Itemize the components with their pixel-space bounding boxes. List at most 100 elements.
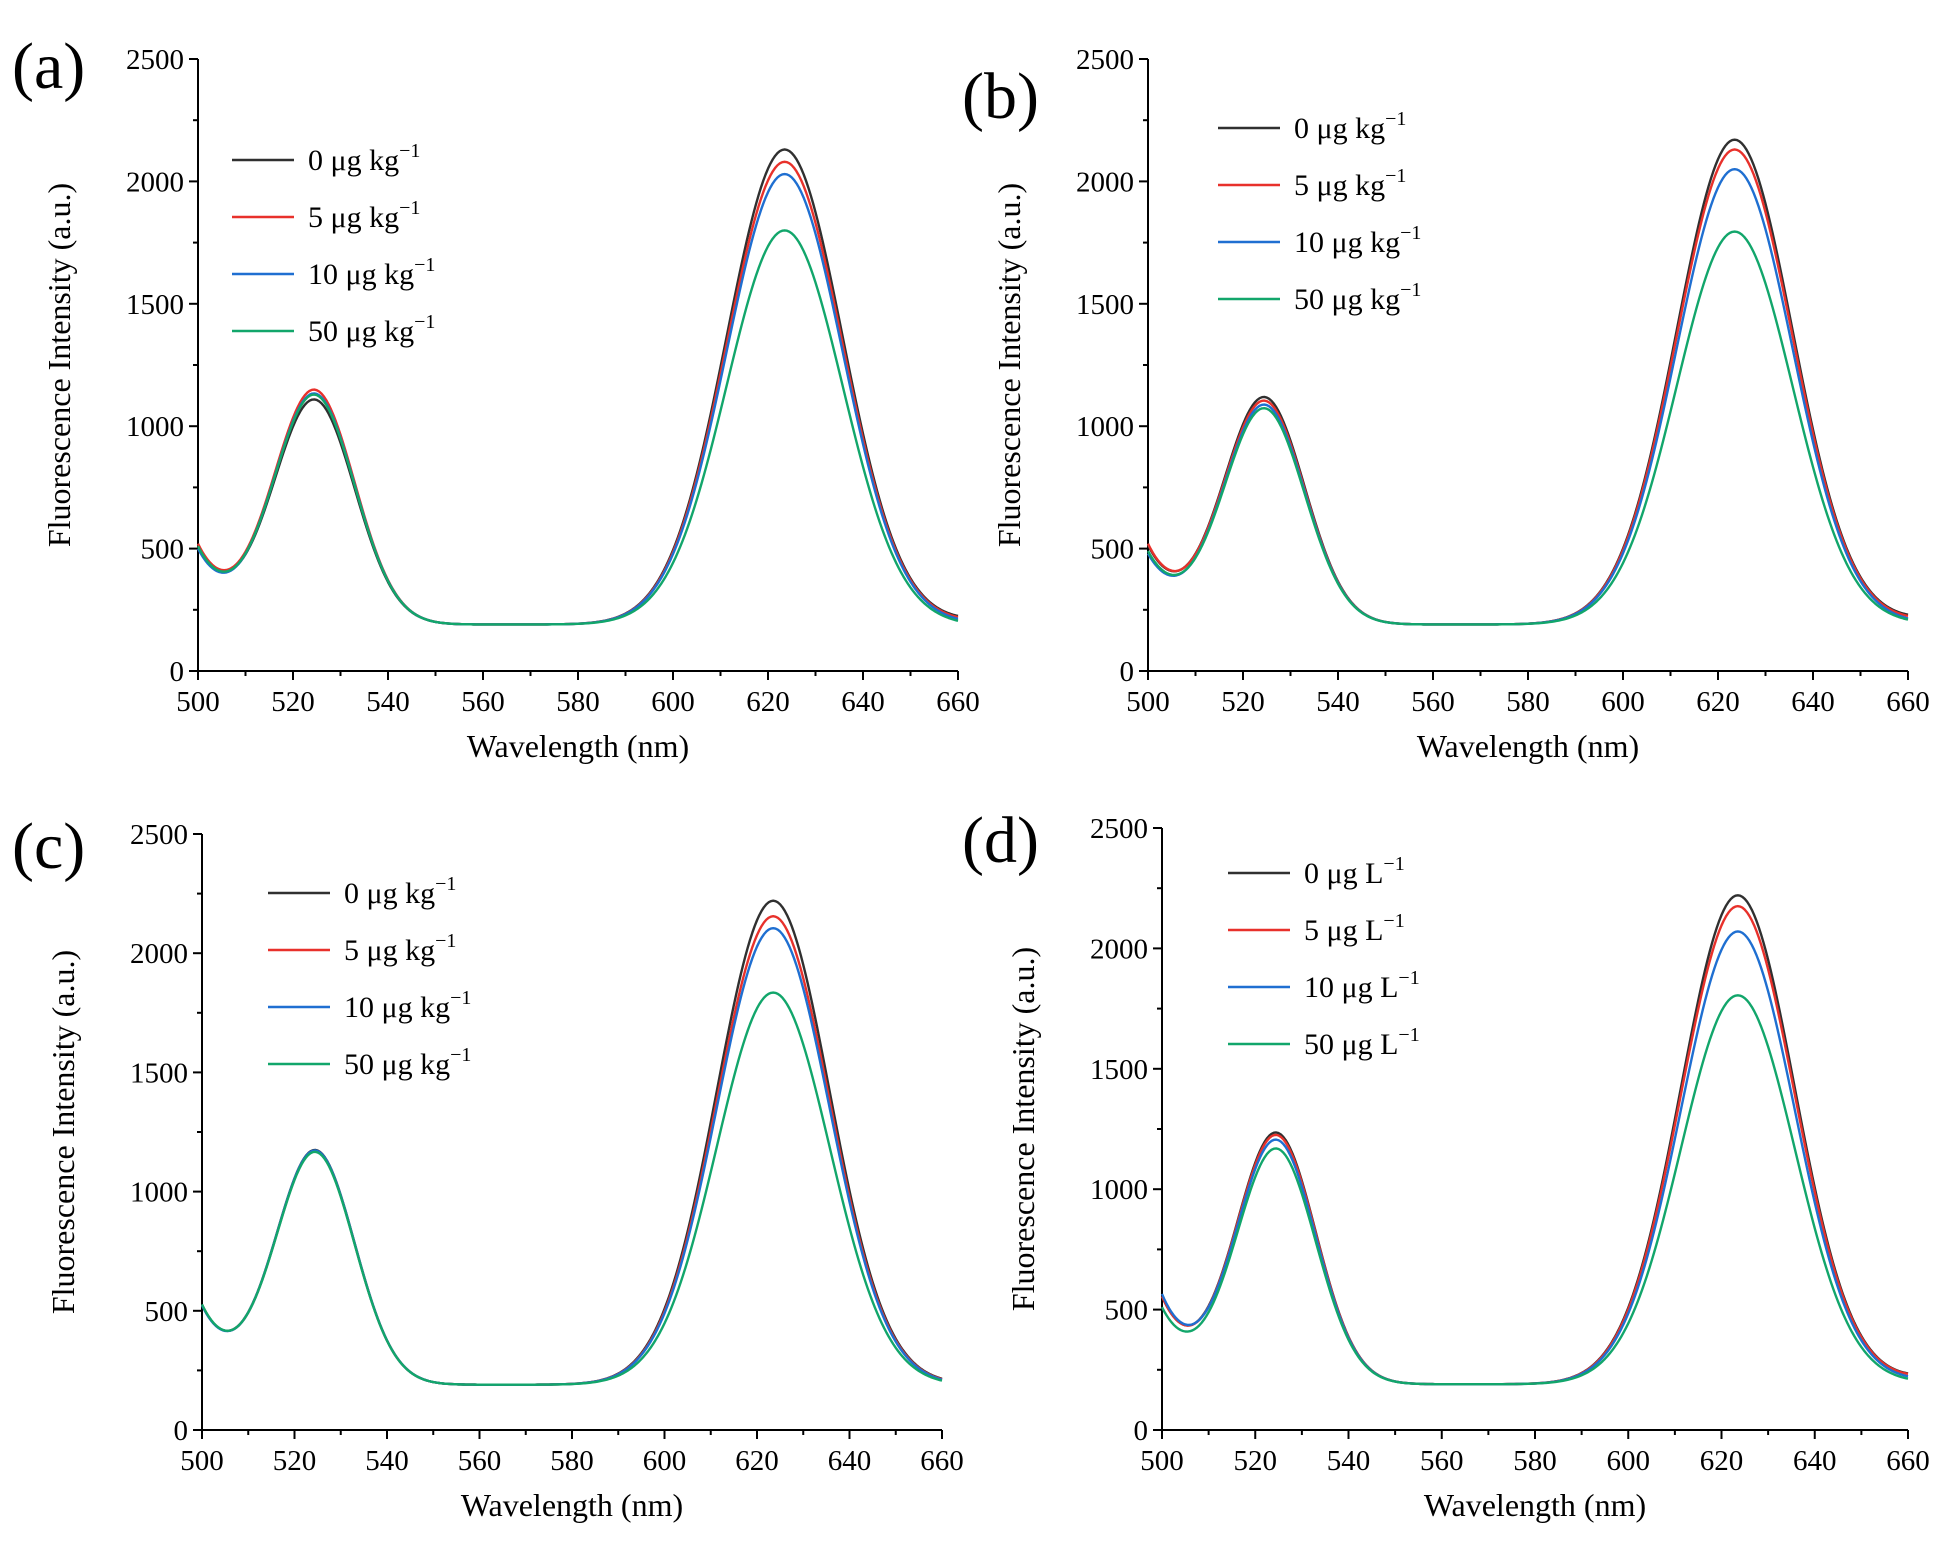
series-line-0	[200, 899, 943, 1386]
x-tick-label: 500	[176, 686, 220, 718]
y-tick-label: 1500	[126, 289, 184, 321]
legend-label: 10 μg kg−1	[308, 254, 435, 291]
panel-label: (a)	[12, 30, 85, 103]
x-tick-label: 520	[273, 1445, 317, 1477]
y-tick-label: 2500	[1090, 813, 1148, 845]
x-tick-label: 640	[841, 686, 885, 718]
x-tick-label: 560	[1411, 686, 1455, 718]
legend-label: 50 μg kg−1	[308, 311, 435, 348]
y-tick-label: 500	[141, 534, 185, 566]
y-tick-label: 1000	[130, 1177, 188, 1209]
y-tick-label: 1000	[126, 411, 184, 443]
x-tick-label: 600	[643, 1445, 687, 1477]
x-tick-label: 660	[936, 686, 980, 718]
x-tick-label: 620	[746, 686, 790, 718]
x-tick-label: 500	[1126, 686, 1170, 718]
y-axis-title: Fluorescence Intensity (a.u.)	[45, 950, 81, 1314]
x-tick-label: 600	[1601, 686, 1645, 718]
legend-label: 50 μg L−1	[1304, 1024, 1420, 1061]
y-tick-label: 1500	[130, 1057, 188, 1089]
legend-label: 0 μg kg−1	[1294, 108, 1406, 145]
x-tick-label: 580	[550, 1445, 594, 1477]
chart-panel-b: 500 520 540 560 580 600 620 640 6600500100015002…	[962, 44, 1930, 764]
x-tick-label: 580	[1513, 1445, 1557, 1477]
x-tick-label: 640	[1793, 1445, 1837, 1477]
x-tick-label: 660	[1886, 686, 1930, 718]
x-tick-label: 520	[1234, 1445, 1278, 1477]
y-tick-label: 0	[1120, 656, 1135, 688]
legend-label: 5 μg kg−1	[308, 197, 420, 234]
series-line-1	[1160, 904, 1909, 1386]
x-tick-label: 500	[1140, 1445, 1184, 1477]
y-tick-label: 2500	[130, 819, 188, 851]
legend-label: 5 μg kg−1	[1294, 165, 1406, 202]
y-tick-label: 1000	[1076, 411, 1134, 443]
legend-label: 50 μg kg−1	[1294, 279, 1421, 316]
y-tick-label: 500	[1105, 1295, 1149, 1327]
chart-panel-c: 500 520 540 560 580 600 620 640 6600500100015002…	[12, 810, 964, 1523]
y-tick-label: 2000	[126, 166, 184, 198]
y-tick-label: 500	[145, 1296, 189, 1328]
y-tick-label: 2000	[1076, 166, 1134, 198]
series-line-3	[1160, 994, 1909, 1386]
x-tick-label: 520	[271, 686, 315, 718]
y-tick-label: 1000	[1090, 1174, 1148, 1206]
x-axis-title: Wavelength (nm)	[1417, 728, 1639, 764]
y-tick-label: 0	[1134, 1415, 1149, 1447]
x-tick-label: 520	[1221, 686, 1265, 718]
x-tick-label: 600	[651, 686, 695, 718]
legend: 0 μg kg−1 5 μg kg−1 10 μg kg−1 50 μg kg−1	[232, 140, 435, 348]
legend-label: 10 μg kg−1	[1294, 222, 1421, 259]
legend-label: 0 μg kg−1	[344, 873, 456, 910]
legend: 0 μg L−1 5 μg L−1 10 μg L−1 50 μg L−1	[1228, 853, 1420, 1061]
x-tick-label: 600	[1607, 1445, 1651, 1477]
x-tick-label: 540	[365, 1445, 409, 1477]
x-tick-label: 640	[828, 1445, 872, 1477]
legend-label: 0 μg L−1	[1304, 853, 1405, 890]
panel-label: (d)	[962, 804, 1039, 877]
panel-label: (b)	[962, 60, 1039, 133]
x-tick-label: 620	[1696, 686, 1740, 718]
x-tick-label: 540	[1327, 1445, 1371, 1477]
y-tick-label: 1500	[1076, 289, 1134, 321]
y-tick-label: 0	[170, 656, 185, 688]
series-line-3	[196, 229, 959, 626]
chart-panel-a: 500 520 540 560 580 600 620 640 6600500100015002…	[12, 30, 980, 764]
legend: 0 μg kg−1 5 μg kg−1 10 μg kg−1 50 μg kg−1	[268, 873, 471, 1081]
legend-label: 10 μg L−1	[1304, 967, 1420, 1004]
y-tick-label: 0	[174, 1415, 189, 1447]
legend-label: 50 μg kg−1	[344, 1044, 471, 1081]
y-tick-label: 2500	[126, 44, 184, 76]
series-line-0	[1146, 138, 1909, 626]
series-line-3	[200, 991, 943, 1386]
panel-label: (c)	[12, 810, 85, 883]
chart-panel-d: 500 520 540 560 580 600 620 640 6600500100015002…	[962, 804, 1930, 1523]
y-tick-label: 2000	[130, 938, 188, 970]
x-tick-label: 660	[1886, 1445, 1930, 1477]
y-axis-title: Fluorescence Intensity (a.u.)	[1005, 947, 1041, 1311]
x-tick-label: 580	[1506, 686, 1550, 718]
legend-label: 10 μg kg−1	[344, 987, 471, 1024]
legend-label: 5 μg kg−1	[344, 930, 456, 967]
y-axis-title: Fluorescence Intensity (a.u.)	[991, 183, 1027, 547]
x-tick-label: 660	[920, 1445, 964, 1477]
x-tick-label: 640	[1791, 686, 1835, 718]
x-axis-title: Wavelength (nm)	[1424, 1487, 1646, 1523]
y-axis-title: Fluorescence Intensity (a.u.)	[41, 183, 77, 547]
y-tick-label: 500	[1091, 534, 1135, 566]
x-tick-label: 620	[1700, 1445, 1744, 1477]
x-tick-label: 560	[458, 1445, 502, 1477]
x-tick-label: 560	[1420, 1445, 1464, 1477]
y-tick-label: 1500	[1090, 1054, 1148, 1086]
series-line-3	[1146, 230, 1909, 626]
legend-label: 0 μg kg−1	[308, 140, 420, 177]
y-tick-label: 2500	[1076, 44, 1134, 76]
x-tick-label: 620	[735, 1445, 779, 1477]
x-tick-label: 540	[1316, 686, 1360, 718]
x-tick-label: 560	[461, 686, 505, 718]
x-tick-label: 540	[366, 686, 410, 718]
legend-label: 5 μg L−1	[1304, 910, 1405, 947]
x-axis-title: Wavelength (nm)	[467, 728, 689, 764]
y-tick-label: 2000	[1090, 933, 1148, 965]
